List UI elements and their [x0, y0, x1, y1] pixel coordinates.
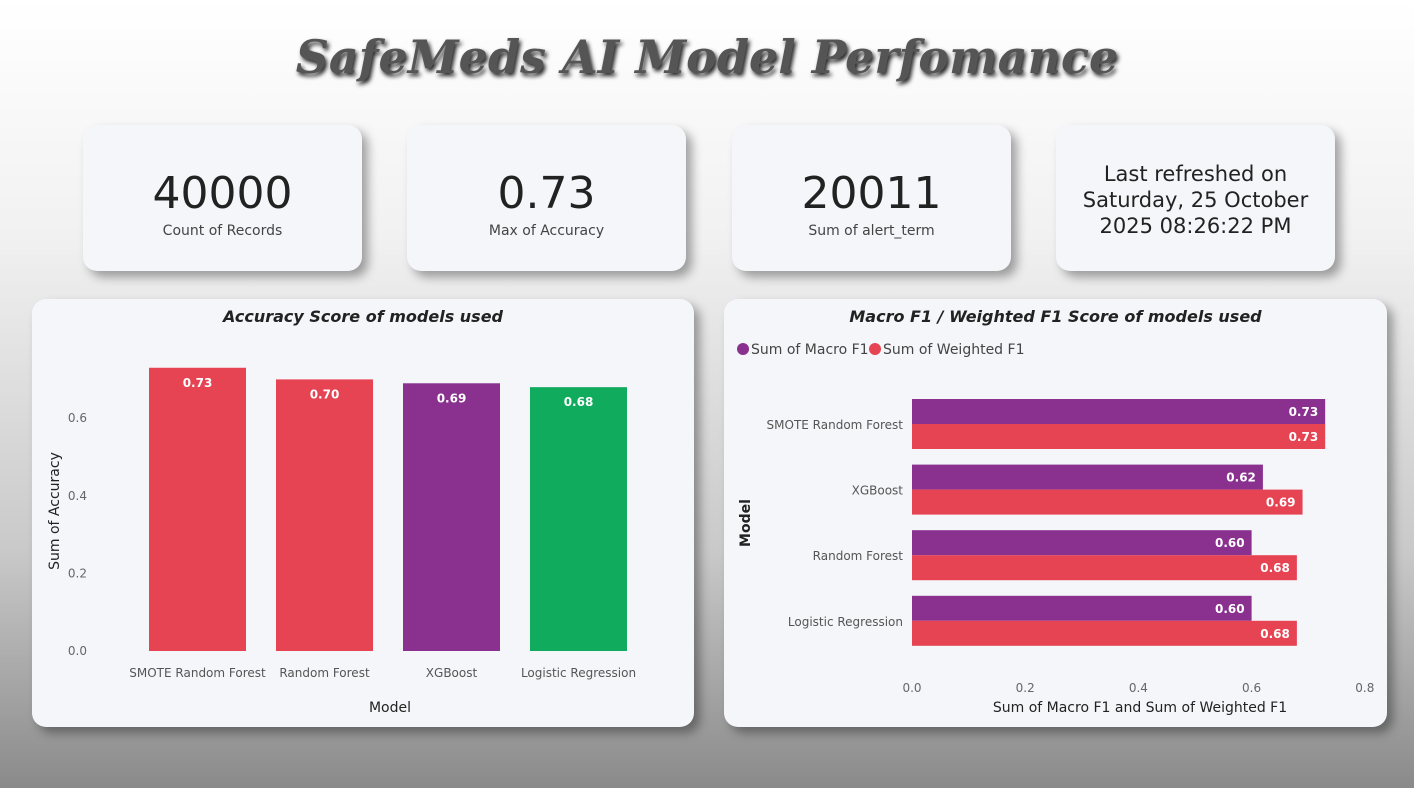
bar [912, 399, 1326, 424]
legend-marker [737, 343, 749, 355]
kpi-value: 20011 [801, 168, 942, 219]
y-tick-label: SMOTE Random Forest [767, 418, 904, 432]
kpi-label: Max of Accuracy [488, 223, 605, 239]
accuracy-chart-panel: 0.0 0.2 0.4 0.6 0.73 SMOTE Random Forest 0.70 R… [32, 299, 694, 727]
refresh-line-2: Saturday, 25 October [1082, 188, 1309, 212]
data-label: 0.69 [1266, 496, 1296, 510]
y-tick-label: Logistic Regression [788, 615, 903, 629]
kpi-card-alert-term: 20011 Sum of alert_term [732, 125, 1011, 271]
x-tick-label: 0.8 [1355, 681, 1374, 695]
data-label: 0.68 [1260, 561, 1290, 575]
y-tick-label: 0.4 [68, 489, 87, 503]
y-tick-label: XGBoost [852, 484, 904, 498]
bar [403, 383, 500, 651]
accuracy-chart: 0.0 0.2 0.4 0.6 0.73 SMOTE Random Forest 0.70 R… [47, 367, 636, 716]
y-axis-title: Sum of Accuracy [47, 452, 63, 570]
legend-marker [869, 343, 881, 355]
x-tick-label: Random Forest [279, 666, 370, 680]
bar [912, 555, 1297, 581]
data-label: 0.62 [1226, 471, 1256, 485]
kpi-label: Sum of alert_term [808, 223, 935, 239]
bar [912, 595, 1252, 621]
legend-label: Sum of Macro F1 [751, 342, 869, 358]
accuracy-chart-title: Accuracy Score of models used [222, 307, 504, 326]
kpi-card-accuracy: 0.73 Max of Accuracy [407, 125, 686, 271]
data-label: 0.68 [1260, 627, 1290, 641]
refresh-line-1: Last refreshed on [1103, 162, 1288, 186]
data-label: 0.60 [1215, 602, 1245, 616]
data-label: 0.73 [1289, 405, 1319, 419]
x-tick-label: 0.6 [1242, 681, 1261, 695]
y-tick-label: Random Forest [813, 549, 904, 563]
dashboard-title: SafeMeds AI Model Perfomance [295, 30, 1119, 84]
x-tick-label: 0.0 [902, 681, 921, 695]
bar [912, 489, 1303, 515]
x-tick-label: SMOTE Random Forest [129, 666, 266, 680]
kpi-value: 40000 [152, 168, 293, 219]
kpi-label: Count of Records [162, 223, 283, 239]
f1-chart-panel: Sum of Macro F1 Sum of Weighted F1 SMOTE R… [724, 299, 1387, 727]
bar [912, 464, 1263, 490]
x-axis-title: Sum of Macro F1 and Sum of Weighted F1 [993, 700, 1287, 716]
last-refreshed-card: Last refreshed on Saturday, 25 October 2… [1056, 125, 1335, 271]
data-label: 0.70 [310, 387, 340, 401]
y-axis-title: Model [738, 499, 754, 547]
y-tick-label: 0.0 [68, 644, 87, 658]
x-tick-label: XGBoost [426, 666, 478, 680]
bar [912, 530, 1252, 556]
bar [149, 367, 246, 651]
x-tick-label: 0.2 [1016, 681, 1035, 695]
data-label: 0.73 [1289, 430, 1319, 444]
f1-chart-title: Macro F1 / Weighted F1 Score of models u… [849, 307, 1262, 326]
data-label: 0.69 [437, 391, 467, 405]
f1-chart: Sum of Macro F1 Sum of Weighted F1 SMOTE R… [737, 342, 1374, 716]
data-label: 0.68 [564, 395, 594, 409]
kpi-card-records: 40000 Count of Records [83, 125, 362, 271]
bar [530, 387, 627, 651]
legend-label: Sum of Weighted F1 [883, 342, 1024, 358]
kpi-value: 0.73 [497, 168, 596, 219]
bar [276, 379, 373, 651]
bar [912, 424, 1326, 449]
data-label: 0.60 [1215, 536, 1245, 550]
refresh-line-3: 2025 08:26:22 PM [1099, 214, 1292, 238]
y-tick-label: 0.2 [68, 566, 87, 580]
data-label: 0.73 [183, 376, 213, 390]
y-tick-label: 0.6 [68, 411, 87, 425]
x-tick-label: Logistic Regression [521, 666, 636, 680]
x-axis-title: Model [369, 700, 411, 716]
x-tick-label: 0.4 [1129, 681, 1148, 695]
bar [912, 620, 1297, 646]
